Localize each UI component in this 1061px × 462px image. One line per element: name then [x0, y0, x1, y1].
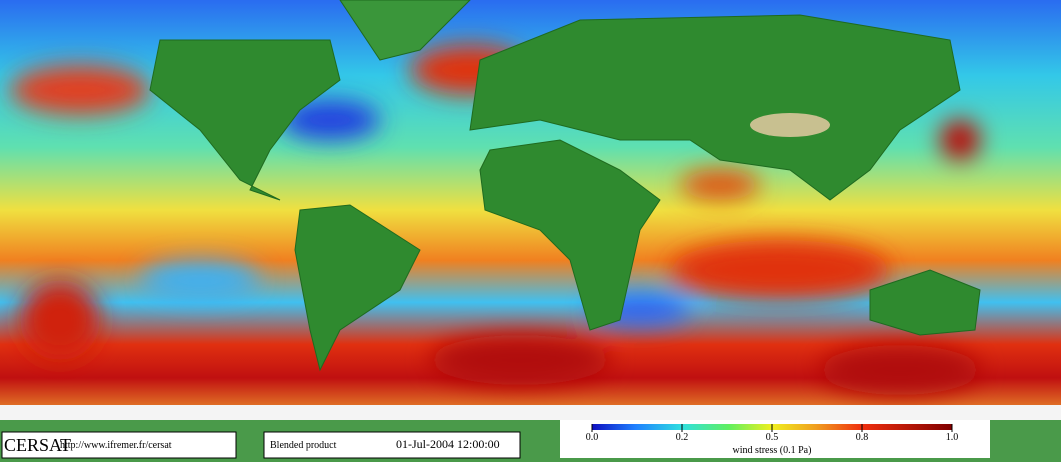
logo: CERSAT [4, 435, 71, 455]
colorbar-tick-label: 0.2 [676, 432, 689, 443]
logo-box [1, 431, 237, 459]
url: http://www.ifremer.fr/cersat [60, 440, 172, 451]
colorbar-tick-label: 0.0 [586, 432, 599, 443]
colorbar-tick-label: 0.5 [766, 432, 779, 443]
colorbar-label: wind stress (0.1 Pa) [733, 445, 812, 456]
colorbar-axis: 0.0 0.2 0.5 0.8 1.0 [586, 424, 959, 443]
date: 01-Jul-2004 12:00:00 [396, 437, 500, 451]
colorbar-tick-label: 1.0 [946, 432, 959, 443]
land [149, 0, 981, 372]
colorbar-tick-label: 0.8 [856, 432, 869, 443]
product-box [263, 431, 521, 459]
product: Blended product [270, 440, 337, 451]
